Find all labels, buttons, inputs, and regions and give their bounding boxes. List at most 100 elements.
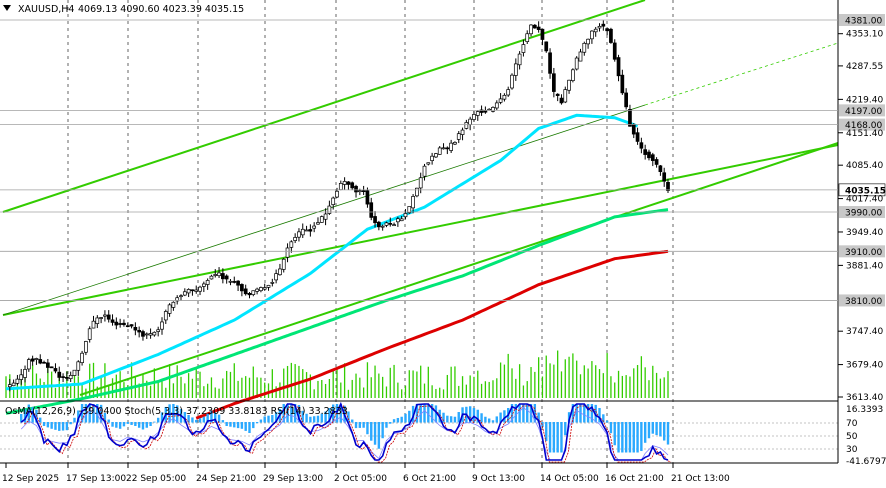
time-tick-label: 6 Oct 21:00 [403,474,456,484]
osma-histogram-bar [236,422,240,429]
osma-histogram-bar [255,422,259,424]
candle-body [23,369,27,378]
osma-histogram-bar [548,422,552,453]
osma-histogram-bar [434,405,438,423]
candle-body [460,129,465,135]
candle-body [593,28,598,33]
osma-histogram-bar [503,410,506,423]
oscillator-max-label: 16.3393 [846,405,883,415]
osma-histogram-bar [556,422,559,453]
oscillator-indicators-label: OsMA(12,26,9) -39.0400 Stoch(5,3,3) 37.2… [5,406,348,417]
osma-histogram-bar [54,422,57,430]
candle-body [217,272,221,277]
osma-histogram-bar [160,412,164,423]
osma-histogram-bar [191,417,194,423]
candle-body [68,375,73,379]
candle-body [635,132,640,142]
candle-body [506,89,511,96]
upper-channel-line [2,0,646,213]
osma-histogram-bar [248,422,251,433]
osma-histogram-bar [510,404,514,423]
collapse-arrow-icon[interactable] [3,5,11,11]
time-tick-label: 16 Oct 21:00 [605,474,664,484]
osma-histogram-bar [545,422,548,442]
osma-histogram-bar [655,422,658,436]
candle-body [620,74,625,94]
candle-body [647,151,651,159]
oscillator-panel: 70 50 30 16.3393 -41.6797 [0,401,886,467]
osma-histogram-bar [50,422,53,429]
candle-body [213,274,218,276]
candle-body [190,289,195,292]
osma-histogram-bar [92,404,95,423]
osma-histogram-bar [233,422,236,428]
osma-histogram-bar [408,410,411,423]
price-label-text: 4381.00 [845,17,882,27]
candle-body [605,28,609,32]
candle-body [350,182,355,189]
osma-histogram-bar [187,415,190,423]
osma-histogram-bar [134,422,137,426]
osma-histogram-bar [130,422,133,425]
candle-body [323,213,328,220]
osma-histogram-bar [487,418,491,423]
osma-histogram-bar [271,415,274,423]
candle-body [335,190,339,198]
osma-histogram-bar [99,404,103,423]
price-tick-label: 3747.40 [846,327,883,337]
osma-histogram-bar [347,411,350,423]
osma-histogram-bar [206,413,209,423]
candle-body [133,327,138,331]
time-tick-label: 22 Sep 05:00 [126,474,186,484]
time-tick-label: 9 Oct 13:00 [472,474,525,484]
candle-body [380,225,385,228]
osma-histogram-bar [362,422,365,428]
osma-histogram-bar [468,406,472,423]
symbol-label: XAUUSD,H4 [18,4,74,15]
candle-body [15,378,20,384]
candle-body [586,38,590,45]
candle-body [578,51,583,62]
candle-body [49,366,54,369]
candle-body [464,122,469,129]
candle-body [194,289,199,292]
candle-body [110,319,115,323]
candle-body [601,23,606,27]
osma-histogram-bar [449,416,453,423]
osma-histogram-bar [42,422,46,426]
price-label-text: 3990.00 [845,209,882,219]
candle-body [399,218,404,222]
candle-body [407,206,412,214]
osma-histogram-bar [183,412,187,423]
candle-body [517,53,522,66]
osma-histogram-bar [358,422,362,428]
osma-histogram-bar [586,404,590,423]
candle-body [266,284,271,288]
candle-body [658,165,663,172]
price-label-text: 4035.15 [845,186,886,196]
osma-histogram-bar [552,422,556,453]
osma-histogram-bar [389,422,392,424]
time-tick-label: 2 Oct 05:00 [334,474,387,484]
candle-body [456,133,461,140]
osma-histogram-bar [499,412,502,423]
candle-body [144,333,149,336]
candle-body [281,258,286,270]
osma-histogram-bar [564,422,567,436]
candle-body [91,320,96,329]
candle-body [415,187,419,197]
candle-body [590,30,594,40]
osma-histogram-bar [88,404,91,423]
osma-histogram-bar [31,407,34,423]
osma-histogram-bar [495,416,498,423]
osma-histogram-bar [567,412,571,423]
candle-body [319,216,324,223]
candle-body [513,63,518,76]
candle-body [224,275,229,280]
candle-body [243,288,248,295]
candle-body [125,325,130,328]
candle-body [304,229,309,232]
candle-body [384,222,389,226]
price-tick-label: 4151.40 [846,129,883,139]
